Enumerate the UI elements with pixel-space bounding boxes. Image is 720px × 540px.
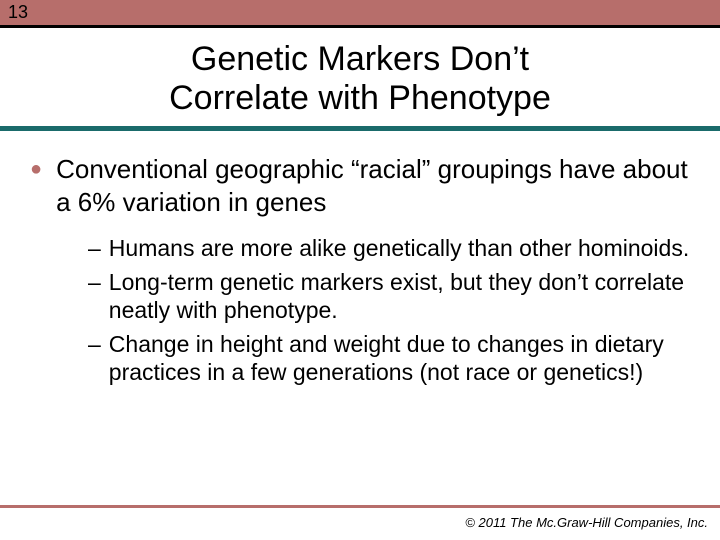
bullet-level2: – Humans are more alike genetically than… [88, 234, 690, 262]
bullet-level1: ● Conventional geographic “racial” group… [30, 153, 690, 218]
bottom-rule [0, 505, 720, 508]
bullet-text: Conventional geographic “racial” groupin… [56, 153, 690, 218]
sub-bullet-text: Humans are more alike genetically than o… [109, 234, 690, 262]
sub-bullet-text: Change in height and weight due to chang… [109, 330, 690, 386]
dash-marker-icon: – [88, 234, 109, 262]
slide-number: 13 [8, 2, 28, 23]
content-area: ● Conventional geographic “racial” group… [0, 131, 720, 386]
sub-bullet-list: – Humans are more alike genetically than… [30, 228, 690, 386]
sub-bullet-text: Long-term genetic markers exist, but the… [109, 268, 690, 324]
title-line-2: Correlate with Phenotype [169, 79, 551, 117]
dash-marker-icon: – [88, 268, 109, 324]
bullet-level2: – Change in height and weight due to cha… [88, 330, 690, 386]
copyright-text: © 2011 The Mc.Graw-Hill Companies, Inc. [465, 515, 708, 530]
slide-title: Genetic Markers Don’t Correlate with Phe… [0, 40, 720, 118]
dash-marker-icon: – [88, 330, 109, 386]
bullet-level2: – Long-term genetic markers exist, but t… [88, 268, 690, 324]
top-banner: 13 [0, 0, 720, 28]
bullet-marker-icon: ● [30, 153, 56, 218]
title-line-1: Genetic Markers Don’t [191, 40, 529, 78]
title-area: Genetic Markers Don’t Correlate with Phe… [0, 28, 720, 131]
